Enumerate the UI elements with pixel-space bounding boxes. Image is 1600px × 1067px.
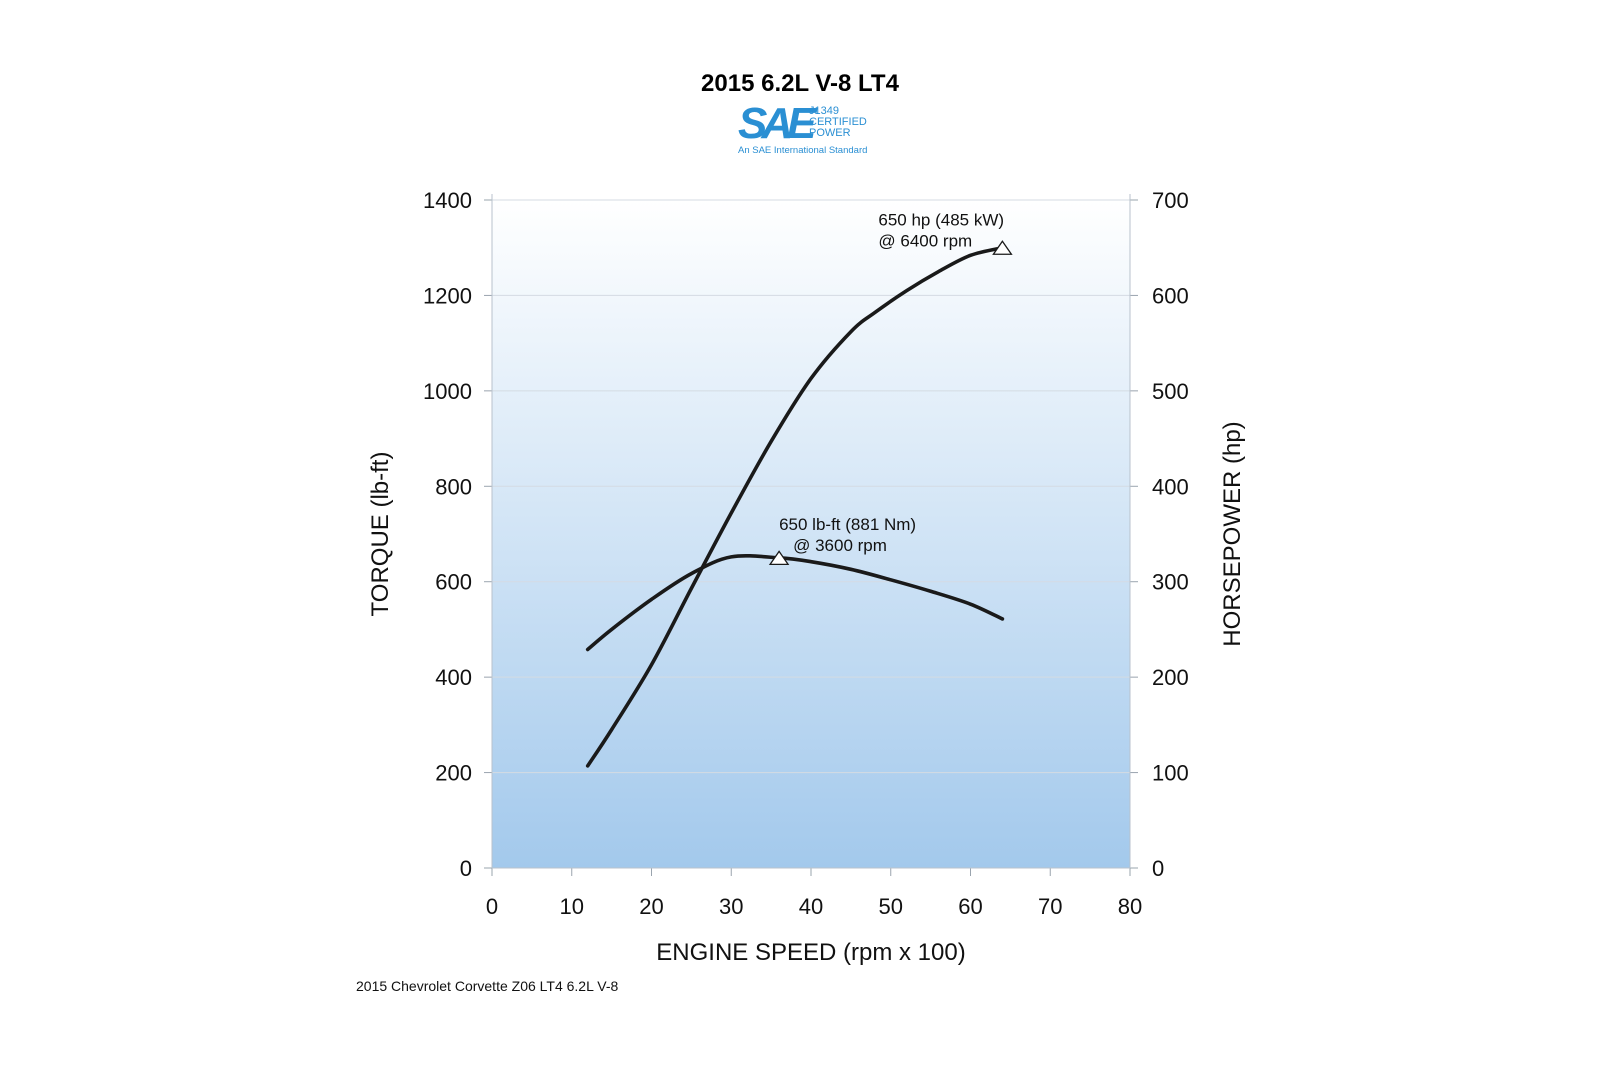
- peak-annotation-line: @ 6400 rpm: [878, 232, 972, 251]
- y-axis-right-label: HORSEPOWER (hp): [1219, 421, 1246, 646]
- series: [585, 245, 1005, 768]
- horsepower-curve: [585, 245, 1005, 768]
- axes: 0200400600800100012001400010020030040050…: [423, 188, 1189, 919]
- peak-marker: [992, 240, 1013, 255]
- y-right-tick-label: 300: [1152, 570, 1189, 595]
- y-left-tick-label: 800: [435, 474, 472, 499]
- x-tick-label: 40: [799, 894, 823, 919]
- sae-line-3: POWER: [809, 127, 851, 139]
- y-right-tick-label: 600: [1152, 283, 1189, 308]
- peak-annotation-line: 650 hp (485 kW): [878, 211, 1004, 230]
- x-tick-label: 70: [1038, 894, 1062, 919]
- sae-logo: SAE J1349 CERTIFIED POWER An SAE Interna…: [738, 99, 878, 158]
- sae-subtitle: An SAE International Standard: [738, 145, 868, 156]
- x-tick-label: 60: [958, 894, 982, 919]
- sae-certification: J1349 CERTIFIED POWER: [809, 106, 867, 139]
- y-right-tick-label: 400: [1152, 474, 1189, 499]
- y-left-tick-label: 1000: [423, 379, 472, 404]
- y-right-tick-label: 700: [1152, 188, 1189, 213]
- footnote: 2015 Chevrolet Corvette Z06 LT4 6.2L V-8: [356, 978, 619, 994]
- y-left-tick-label: 0: [460, 856, 472, 881]
- sae-line-1: J1349: [809, 105, 839, 117]
- peak-marker: [768, 550, 790, 566]
- x-tick-label: 10: [560, 894, 584, 919]
- x-tick-label: 30: [719, 894, 743, 919]
- sae-line-2: CERTIFIED: [809, 116, 867, 128]
- x-tick-label: 0: [486, 894, 498, 919]
- x-axis-label: ENGINE SPEED (rpm x 100): [656, 939, 965, 966]
- y-left-tick-label: 600: [435, 570, 472, 595]
- grid-lines: [492, 199, 1130, 869]
- plot-background: [492, 200, 1130, 868]
- y-right-tick-label: 500: [1152, 379, 1189, 404]
- y-left-tick-label: 1400: [423, 188, 472, 213]
- y-left-tick-label: 1200: [423, 283, 472, 308]
- peak-annotation-line: @ 3600 rpm: [793, 536, 887, 555]
- y-right-tick-label: 0: [1152, 856, 1164, 881]
- y-left-tick-label: 200: [435, 761, 472, 786]
- y-left-tick-label: 400: [435, 665, 472, 690]
- y-axis-left-label: TORQUE (lb-ft): [367, 452, 394, 617]
- chart-title: 2015 6.2L V-8 LT4: [701, 70, 899, 97]
- peak-annotation-line: 650 lb-ft (881 Nm): [779, 515, 916, 534]
- x-tick-label: 50: [879, 894, 903, 919]
- sae-mark: SAE: [738, 99, 817, 148]
- y-right-tick-label: 200: [1152, 665, 1189, 690]
- y-right-tick-label: 100: [1152, 761, 1189, 786]
- x-tick-label: 80: [1118, 894, 1142, 919]
- x-tick-label: 20: [639, 894, 663, 919]
- annotations: 650 lb-ft (881 Nm) @ 3600 rpm 650 hp (485 …: [768, 211, 1013, 566]
- torque-curve: [585, 554, 1005, 652]
